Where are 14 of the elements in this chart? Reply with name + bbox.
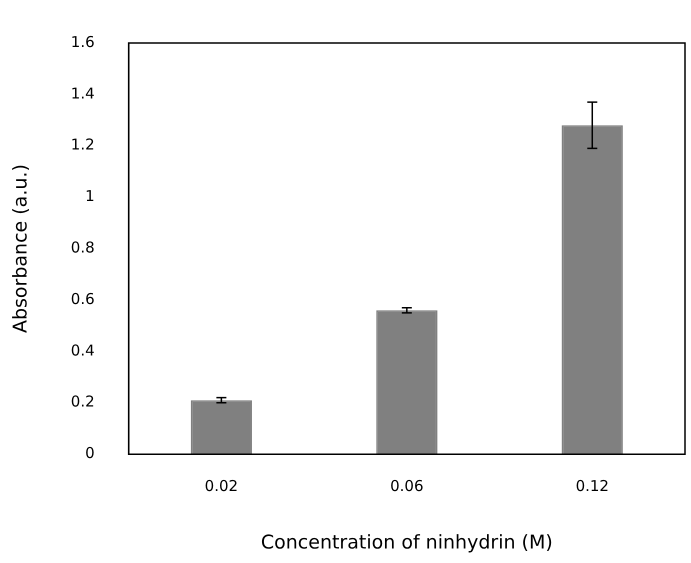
x-tick-label: 0.12 <box>576 477 609 496</box>
y-axis-title: Absorbance (a.u.) <box>9 164 32 334</box>
x-axis-title: Concentration of ninhydrin (M) <box>260 532 553 554</box>
x-tick-label: 0.06 <box>390 477 424 496</box>
y-tick-label: 1.6 <box>70 32 95 51</box>
y-tick-label: 1.2 <box>70 136 95 154</box>
y-tick-label: 1 <box>85 187 95 206</box>
y-tick-label: 0.4 <box>70 341 95 360</box>
y-tick-label: 1.4 <box>70 84 95 102</box>
x-tick-label: 0.02 <box>204 477 238 496</box>
y-tick-label: 0.8 <box>70 238 95 256</box>
y-tick-label: 0 <box>85 444 95 462</box>
y-tick-label: 0.6 <box>70 290 95 308</box>
y-tick-label: 0.2 <box>70 392 95 411</box>
